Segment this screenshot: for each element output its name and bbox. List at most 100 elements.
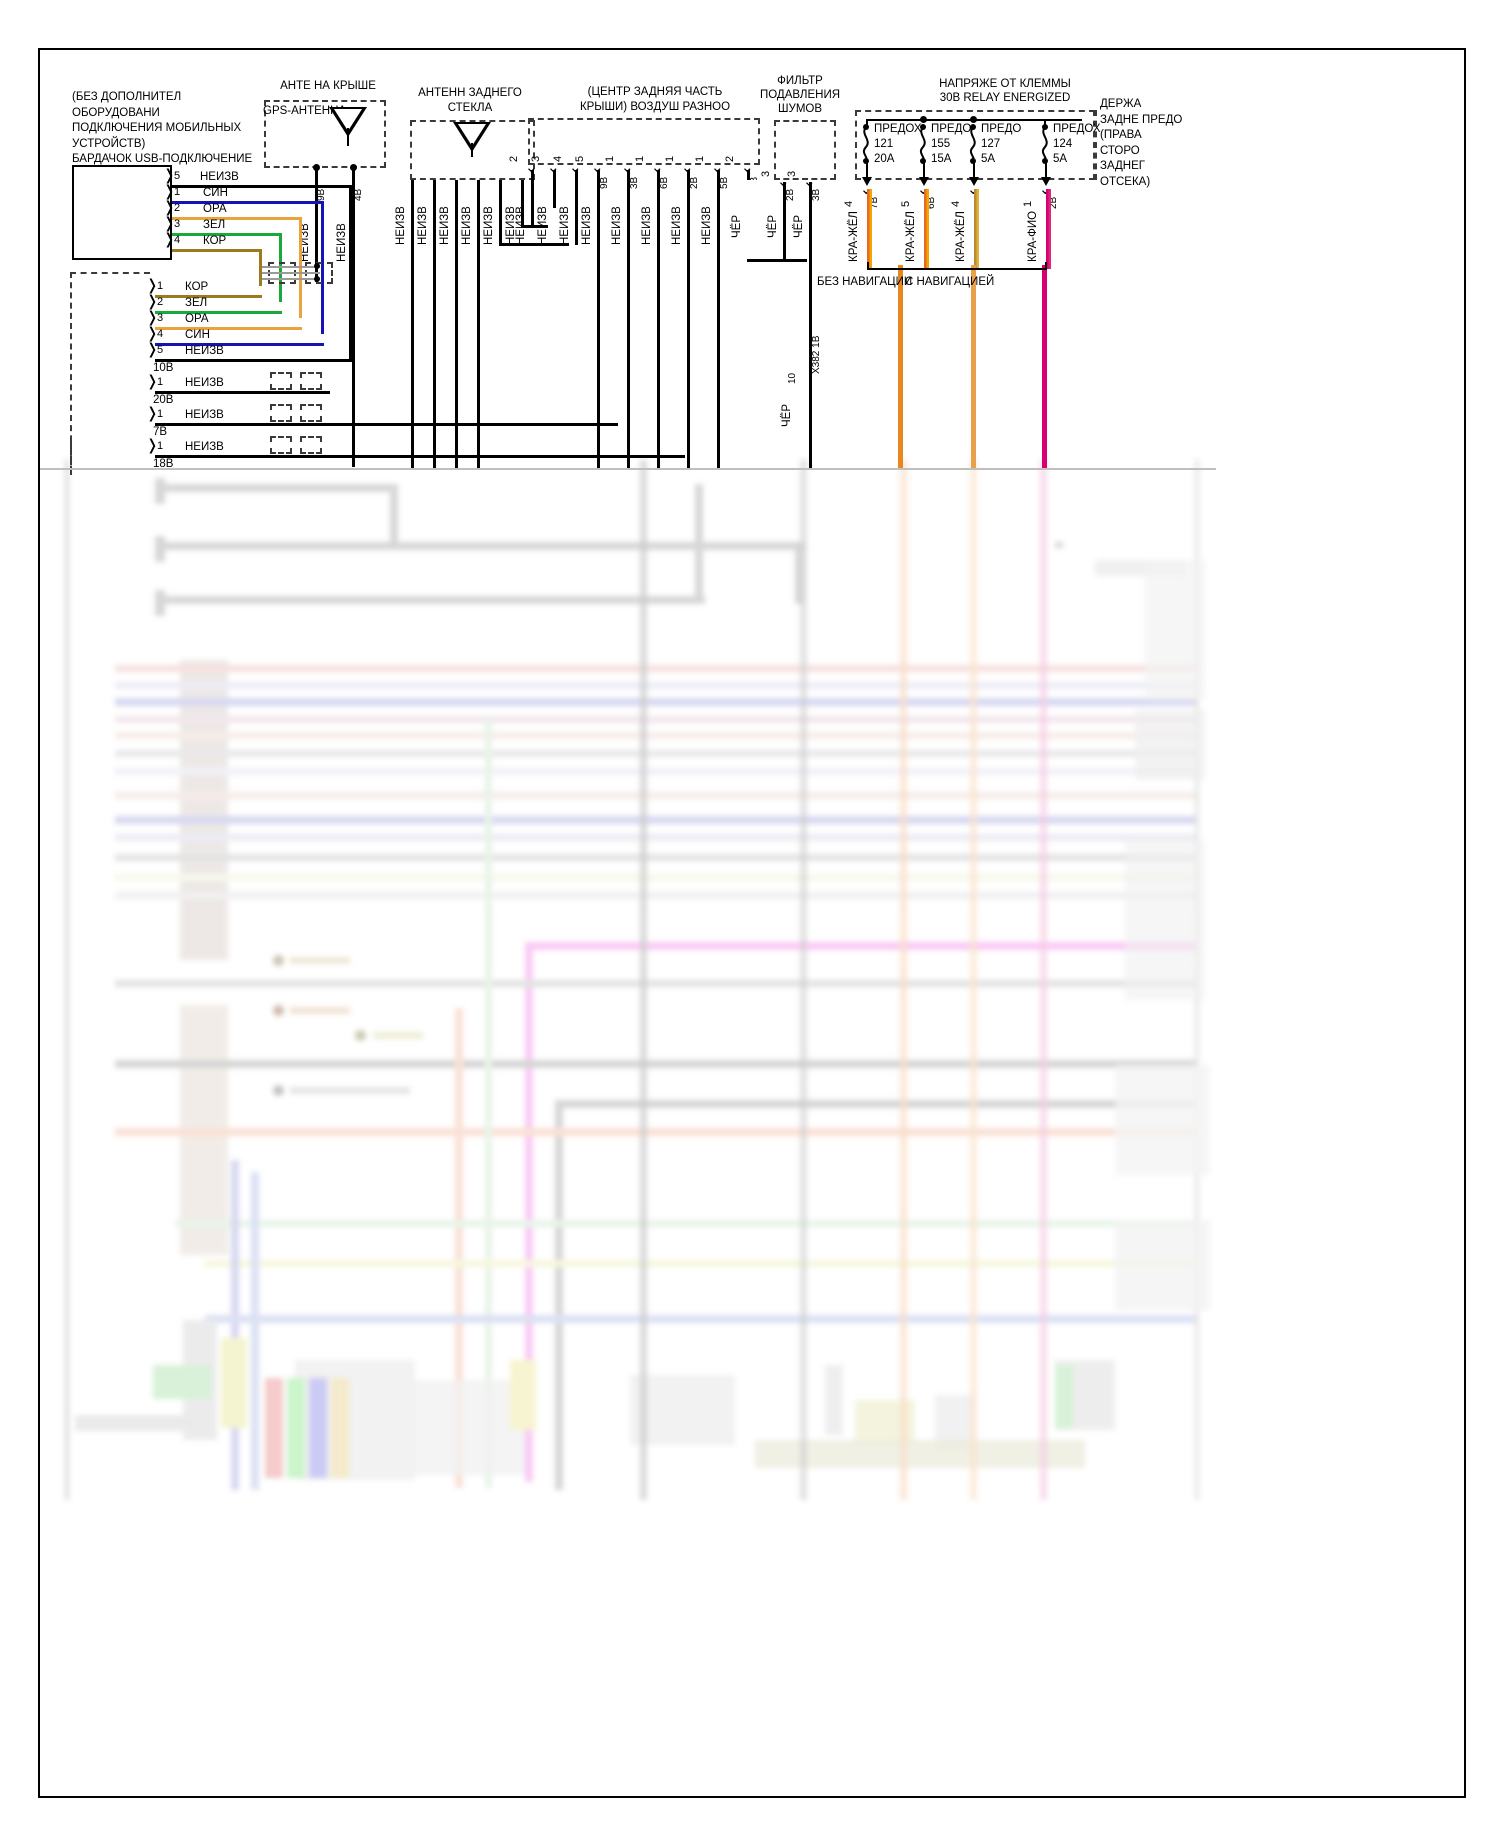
roof-antenna-header: АНТЕ НА КРЫШЕ bbox=[280, 80, 376, 92]
roof-center-drop-7-connector: 2B bbox=[689, 176, 700, 189]
extra-row-1-splice-right bbox=[300, 372, 322, 390]
noise-filter-pin-1-num: 3 bbox=[760, 170, 772, 177]
roof-center-pin-2-bracket: ⌄ bbox=[547, 159, 560, 176]
roof-center-drop-2-color: НЕИЗВ bbox=[537, 206, 549, 245]
left-bot-pin-3-color: ОРА bbox=[185, 313, 209, 325]
left-top-pin-2-bracket: ❭ bbox=[163, 183, 176, 200]
left-bot-pin-1-bracket: ❭ bbox=[146, 277, 159, 294]
rear-glass-drop-5 bbox=[499, 180, 502, 246]
roof-center-drop-4-connector: 9B bbox=[599, 176, 610, 189]
fuse-3-out-arrow bbox=[969, 177, 979, 186]
rear-glass-drop-1-color: НЕИЗВ bbox=[395, 206, 407, 245]
ground-join-box bbox=[741, 180, 798, 262]
extra-row-2-num: 1 bbox=[157, 408, 164, 420]
roof-center-drop-6-connector: 6B bbox=[659, 176, 670, 189]
left-top-pin-4-bracket: ❭ bbox=[163, 215, 176, 232]
left-top-pin-5-num: 4 bbox=[174, 234, 181, 246]
rear-glass-drop-1 bbox=[411, 180, 414, 470]
roof-center-drop-3-color: НЕИЗВ bbox=[559, 206, 571, 245]
ground-branch-splice: 10 bbox=[787, 372, 798, 384]
extra-row-3-splice-right bbox=[300, 436, 322, 454]
rear-glass-drop-2-color: НЕИЗВ bbox=[417, 206, 429, 245]
left-top-pin-3-num: 2 bbox=[174, 202, 181, 214]
left-bot-pin-1-wire bbox=[155, 295, 262, 298]
fuse-2-rating: 15A bbox=[931, 153, 952, 165]
rear-glass-drop-5-run bbox=[499, 243, 569, 246]
fuse-4-wire-continuation bbox=[1042, 265, 1047, 470]
fuse-3-bot-node bbox=[970, 158, 976, 164]
left-module-box-top bbox=[72, 165, 172, 260]
rear-glass-drop-6 bbox=[521, 180, 524, 228]
rear-glass-antenna-box bbox=[410, 120, 535, 180]
extra-row-2-splice-left bbox=[270, 404, 292, 422]
fuse-2-wire-continuation bbox=[971, 265, 976, 470]
extra-row-1-num: 1 bbox=[157, 376, 164, 388]
left-bot-connector-id: 10B bbox=[153, 362, 174, 374]
noise-filter-header-line1: ФИЛЬТР bbox=[777, 75, 823, 87]
left-top-pin-2-color: СИН bbox=[203, 187, 228, 199]
fuse-3-bus-node bbox=[970, 116, 977, 123]
rear-glass-drop-3 bbox=[455, 180, 458, 470]
fuse-bus-tap-1 bbox=[866, 119, 868, 125]
left-bot-pin-2-color: ЗЕЛ bbox=[185, 297, 208, 309]
extra-row-3-num: 1 bbox=[157, 440, 164, 452]
left-top-pin-2-num: 1 bbox=[174, 186, 181, 198]
fuse-3-rating: 5A bbox=[981, 153, 996, 165]
roof-center-drop-2 bbox=[553, 170, 556, 208]
fuse-2-out-wire bbox=[923, 162, 925, 179]
extra-row-2-splice-right bbox=[300, 404, 322, 422]
noise-filter-drop-1-color: ЧЁР bbox=[767, 214, 779, 238]
fuse-4-bus-tap bbox=[1044, 119, 1046, 125]
noise-filter-header-line2: ПОДАВЛЕНИЯ bbox=[759, 89, 841, 101]
splice-node-2 bbox=[314, 276, 320, 282]
roof-center-drop-8 bbox=[717, 170, 720, 470]
section-divider bbox=[40, 468, 1216, 470]
extra-row-1-wire bbox=[155, 391, 330, 394]
left-bot-pin-3-wire bbox=[155, 327, 302, 330]
ground-branch-color: ЧЁР bbox=[781, 403, 793, 427]
fuse-2-pin-num: 5 bbox=[900, 200, 912, 207]
extra-row-2-wire bbox=[155, 423, 618, 426]
roof-center-box bbox=[528, 118, 760, 165]
roof-center-pin-1-num: 2 bbox=[508, 155, 520, 162]
fuse-3-name: ПРЕДО bbox=[981, 123, 1022, 135]
fuse-1-pin-num: 4 bbox=[843, 200, 855, 207]
splice-run-2 bbox=[262, 272, 320, 274]
left-top-pin-3-wire bbox=[172, 217, 302, 220]
noise-filter-pin-1-bracket: ⌄ bbox=[777, 174, 790, 189]
fuse-3-out-wire bbox=[973, 162, 975, 179]
fuse-2-wire-color: КРА-ЖЁЛ bbox=[905, 211, 917, 262]
rear-glass-drop-5-color: НЕИЗВ bbox=[483, 206, 495, 245]
fuse-4-icon bbox=[1041, 127, 1048, 161]
roof-center-drop-5-connector: 3B bbox=[629, 176, 640, 189]
fuse-4-out-arrow bbox=[1041, 177, 1051, 186]
ground-branch-connector: X382 1B bbox=[811, 335, 822, 374]
left-top-pin-1-bus-down bbox=[349, 185, 352, 360]
noise-filter-drop-2-connector: 3B bbox=[811, 188, 822, 201]
extra-row-1-connector-id: 20B bbox=[153, 394, 174, 406]
roof-center-drop-6-color: НЕИЗВ bbox=[641, 206, 653, 245]
extra-row-2-bracket: ❭ bbox=[146, 405, 159, 422]
fuse-1-out-wire bbox=[866, 162, 868, 179]
left-bot-pin-5-num: 5 bbox=[157, 344, 164, 356]
left-bot-pin-4-wire bbox=[155, 343, 324, 346]
left-bot-pin-4-num: 4 bbox=[157, 328, 164, 340]
fuse-block-header-line2: 30B RELAY ENERGIZED bbox=[939, 92, 1071, 104]
noise-filter-pin-2-bracket: ⌄ bbox=[803, 174, 816, 189]
left-top-pin-1-bracket: ❭ bbox=[163, 167, 176, 184]
roof-center-pin-6-bracket: ⌄ bbox=[651, 159, 664, 176]
roof-center-drop-8-color: НЕИЗВ bbox=[701, 206, 713, 245]
roof-center-pin-6-num: 1 bbox=[634, 155, 646, 162]
left-top-pin-4-wire bbox=[172, 233, 282, 236]
gps-antenna-label: GPS-АНТЕННА bbox=[263, 105, 347, 117]
nav-brace-right bbox=[1045, 262, 1047, 270]
roof-center-pin-4-bracket: ⌄ bbox=[591, 159, 604, 176]
roof-center-pin-9-num: 2 bbox=[724, 155, 736, 162]
splice-node-1 bbox=[314, 263, 320, 269]
roof-center-drop-4-color: НЕИЗВ bbox=[581, 206, 593, 245]
antenna-drop-2-connector: 4B bbox=[353, 188, 364, 201]
antenna-drop-1-wire bbox=[315, 167, 318, 282]
nav-brace-left bbox=[867, 262, 869, 270]
ground-join-run bbox=[747, 259, 807, 262]
antenna-drop-2-color: НЕИЗВ bbox=[336, 223, 348, 262]
